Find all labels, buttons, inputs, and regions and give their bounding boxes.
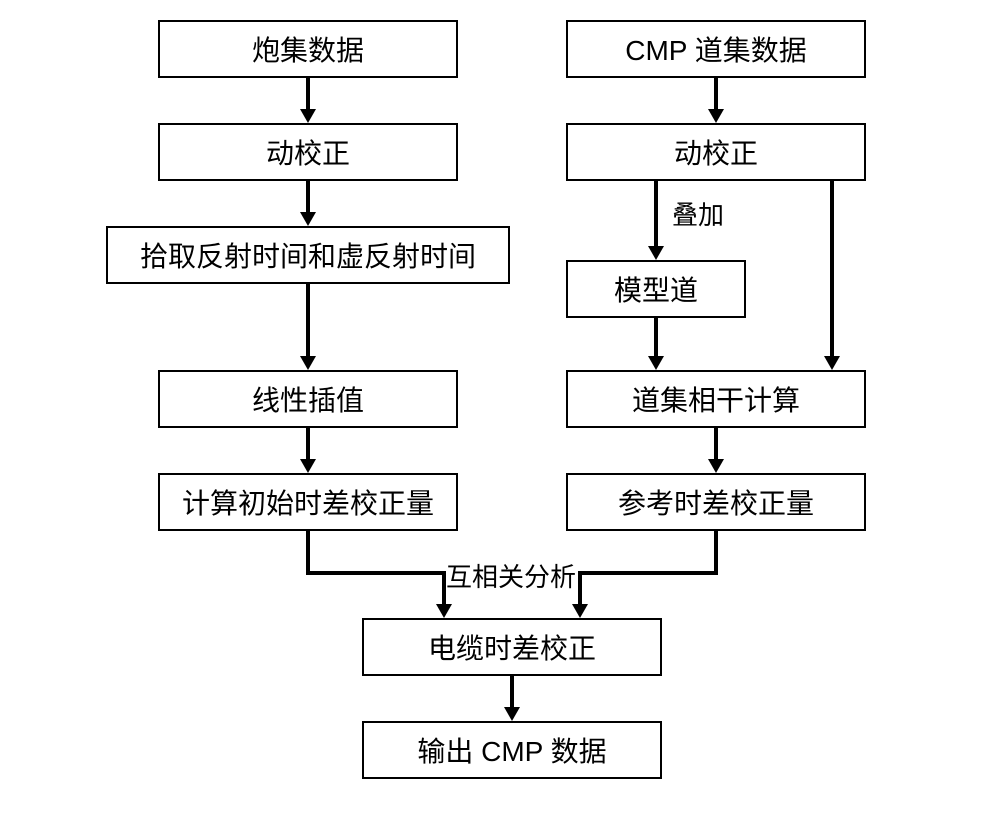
box-label: 线性插值 [252,379,364,419]
arrow-line [714,428,718,461]
box-label: 模型道 [614,269,698,309]
edge-label-stack: 叠加 [672,195,724,232]
box-label: 拾取反射时间和虚反射时间 [140,235,476,275]
box-nmocorr-left: 动校正 [158,123,458,181]
box-linear-interp: 线性插值 [158,370,458,428]
box-pick-times: 拾取反射时间和虚反射时间 [106,226,510,284]
arrow-line [582,571,718,575]
box-cmp-gather: CMP 道集数据 [566,20,866,78]
arrow-head [300,459,316,473]
arrow-line [654,181,658,248]
box-coherence-calc: 道集相干计算 [566,370,866,428]
arrow-line [306,571,446,575]
arrow-line [714,531,718,571]
arrow-line [306,428,310,461]
box-label: 计算初始时差校正量 [182,482,434,522]
box-label: 道集相干计算 [632,379,800,419]
arrow-line [714,78,718,111]
box-label: 动校正 [266,132,350,172]
arrow-line [306,78,310,111]
arrow-line [510,676,514,709]
box-label: 炮集数据 [252,29,364,69]
box-label: CMP 道集数据 [625,29,807,69]
arrow-head [824,356,840,370]
arrow-line [830,181,834,358]
arrow-head [572,604,588,618]
box-label: 电缆时差校正 [428,627,596,667]
arrow-head [708,459,724,473]
box-initial-correction: 计算初始时差校正量 [158,473,458,531]
box-output-cmp: 输出 CMP 数据 [362,721,662,779]
arrow-head [300,356,316,370]
box-cable-correction: 电缆时差校正 [362,618,662,676]
arrow-head [504,707,520,721]
arrow-head [300,109,316,123]
arrow-line [306,531,310,571]
arrow-head [300,212,316,226]
box-shot-gather: 炮集数据 [158,20,458,78]
box-label: 输出 CMP 数据 [417,730,606,770]
arrow-head [648,246,664,260]
arrow-line [306,181,310,214]
box-nmocorr-right: 动校正 [566,123,866,181]
box-reference-correction: 参考时差校正量 [566,473,866,531]
box-label: 参考时差校正量 [618,482,814,522]
box-label: 动校正 [674,132,758,172]
box-model-trace: 模型道 [566,260,746,318]
arrow-head [436,604,452,618]
arrow-line [654,318,658,358]
arrow-head [648,356,664,370]
edge-label-xcorr: 互相关分析 [446,557,576,594]
arrow-line [578,571,582,606]
arrow-head [708,109,724,123]
arrow-line [306,284,310,358]
